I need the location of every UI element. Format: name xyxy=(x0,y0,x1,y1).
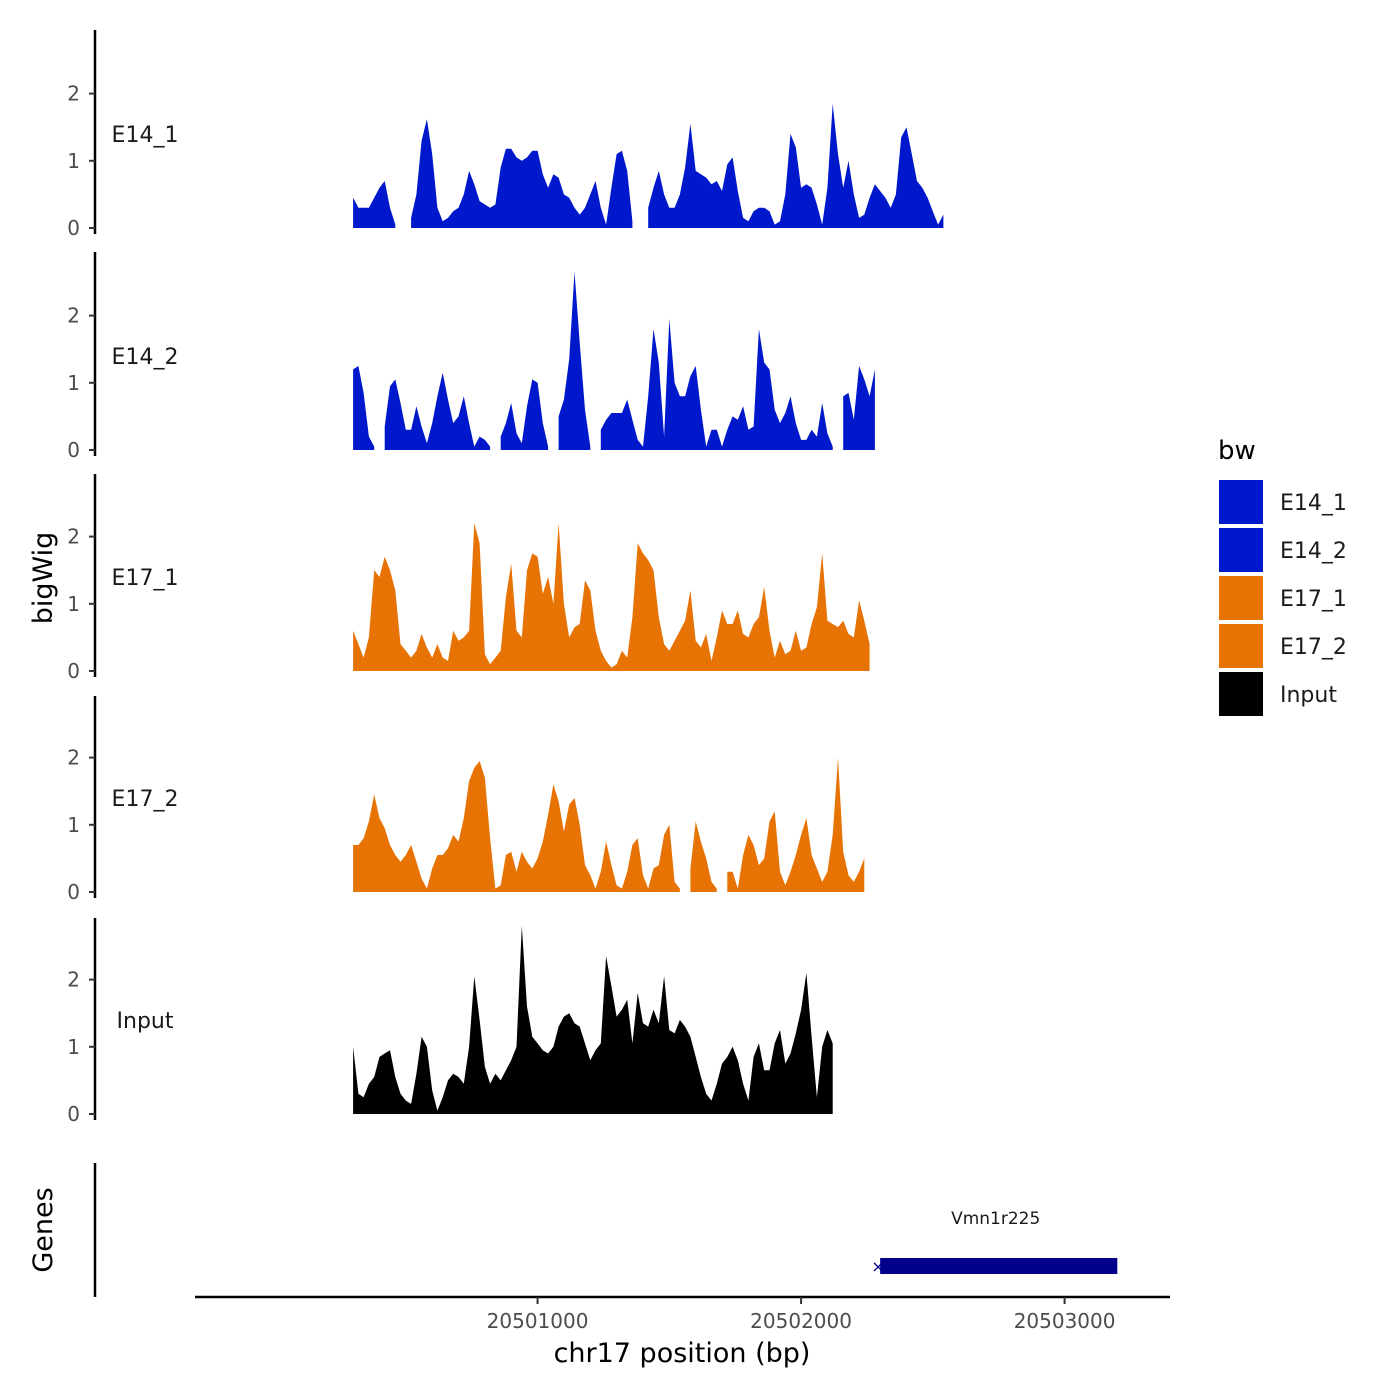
signal-area-E17_2 xyxy=(690,821,717,892)
y-tick-label: 0 xyxy=(67,880,80,904)
signal-area-E14_2 xyxy=(600,319,833,450)
track-label: E17_1 xyxy=(112,566,179,591)
legend-swatch-Input xyxy=(1219,672,1263,716)
signal-area-E14_2 xyxy=(843,366,875,450)
y-tick-label: 2 xyxy=(67,746,80,770)
y-tick-label: 2 xyxy=(67,968,80,992)
track-label: E14_2 xyxy=(112,345,179,370)
y-tick-label: 2 xyxy=(67,82,80,106)
legend-swatch-E17_2 xyxy=(1219,624,1263,668)
track-E14_2: 0 1 2 E14_2 xyxy=(67,252,875,462)
signal-area-E14_2 xyxy=(384,372,491,450)
track-label: Input xyxy=(117,1009,174,1034)
legend-label-E14_2: E14_2 xyxy=(1280,539,1347,564)
signal-area-E17_2 xyxy=(353,761,680,892)
y-axis-title: bigWig xyxy=(28,532,59,625)
y-tick-label: 1 xyxy=(67,149,80,173)
signal-area-E14_1 xyxy=(353,181,396,228)
signal-area-E17_2 xyxy=(727,757,865,892)
signal-area-E14_2 xyxy=(353,366,375,450)
y-tick-label: 1 xyxy=(67,813,80,837)
track-label: E14_1 xyxy=(112,123,179,148)
legend-label-E17_1: E17_1 xyxy=(1280,587,1347,612)
legend-swatch-E14_2 xyxy=(1219,528,1263,572)
gene-bar xyxy=(880,1258,1118,1274)
y-tick-label: 2 xyxy=(67,525,80,549)
legend: bw E14_1 E14_2 E17_1 E17_2 Input xyxy=(1218,436,1347,716)
track-E17_1: 0 1 2 E17_1 xyxy=(67,474,870,683)
y-tick-label: 0 xyxy=(67,659,80,683)
track-Input: 0 1 2 Input xyxy=(67,918,833,1126)
legend-label-E17_2: E17_2 xyxy=(1280,635,1347,660)
y-tick-label: 1 xyxy=(67,1035,80,1059)
legend-label-Input: Input xyxy=(1280,683,1337,708)
signal-area-E17_1 xyxy=(353,523,870,671)
signal-area-E14_2 xyxy=(500,379,549,450)
y-tick-label: 0 xyxy=(67,438,80,462)
y-tick-label: 1 xyxy=(67,592,80,616)
x-tick-label: 20501000 xyxy=(487,1309,589,1333)
legend-label-E14_1: E14_1 xyxy=(1280,491,1347,516)
x-axis-title: chr17 position (bp) xyxy=(554,1338,811,1369)
x-tick-label: 20503000 xyxy=(1014,1309,1116,1333)
y-tick-label: 0 xyxy=(67,216,80,240)
tracks: 0 1 2 E14_1 0 1 2 E14_2 0 1 2 E17_1 0 1 2 E17_2 0 1 2 Input xyxy=(67,30,944,1126)
genes-axis-title: Genes xyxy=(28,1187,59,1272)
signal-area-Input xyxy=(353,925,833,1114)
track-E14_1: 0 1 2 E14_1 xyxy=(67,30,944,240)
legend-swatch-E17_1 xyxy=(1219,576,1263,620)
y-tick-label: 2 xyxy=(67,304,80,328)
x-axis: 20501000 20502000 20503000 xyxy=(195,1295,1170,1333)
legend-swatch-E14_1 xyxy=(1219,480,1263,524)
y-tick-label: 1 xyxy=(67,371,80,395)
legend-title: bw xyxy=(1218,436,1256,466)
track-E17_2: 0 1 2 E17_2 xyxy=(67,696,865,904)
x-tick-label: 20502000 xyxy=(750,1309,852,1333)
track-label: E17_2 xyxy=(112,787,179,812)
signal-area-E14_1 xyxy=(648,103,944,228)
gene-strand-arrow: × xyxy=(871,1257,884,1276)
y-tick-label: 0 xyxy=(67,1102,80,1126)
signal-area-E14_1 xyxy=(411,119,633,228)
signal-area-E14_2 xyxy=(558,271,591,450)
genes-panel: Genes Vmn1r225 × xyxy=(28,1163,1118,1297)
gene-label: Vmn1r225 xyxy=(951,1209,1040,1229)
